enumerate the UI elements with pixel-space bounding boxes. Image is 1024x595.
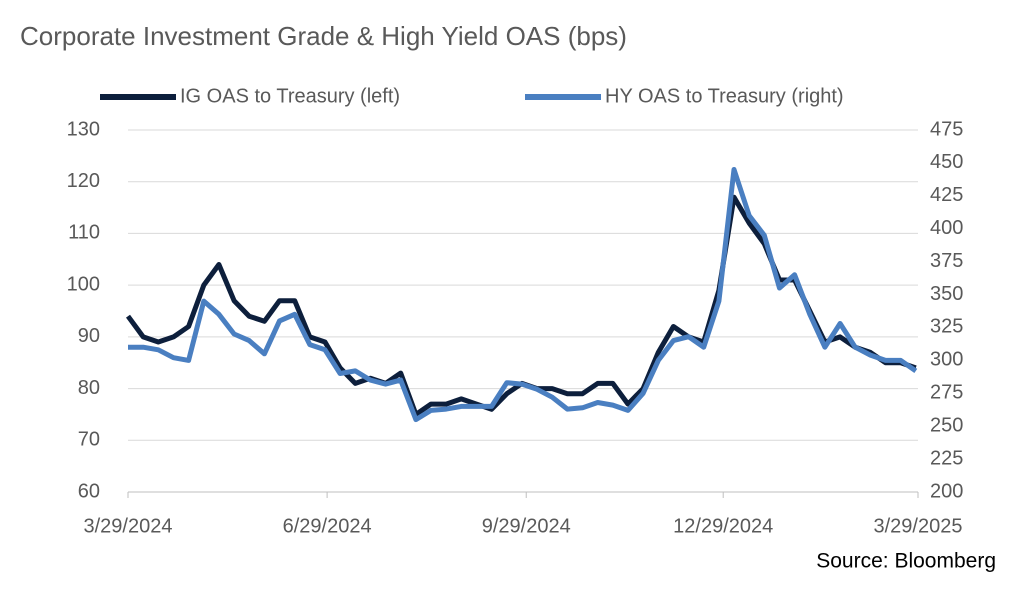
y2-tick-label: 350: [930, 283, 963, 305]
source-note: Source: Bloomberg: [816, 550, 996, 573]
y2-tick-label: 325: [930, 316, 963, 338]
x-tick-label: 12/29/2024: [673, 515, 773, 537]
x-tick-label: 9/29/2024: [482, 515, 571, 537]
y2-tick-label: 425: [930, 184, 963, 206]
chart-title: Corporate Investment Grade & High Yield …: [20, 21, 627, 51]
y-tick-label: 90: [78, 325, 100, 347]
y-tick-label: 120: [67, 170, 100, 192]
y-tick-label: 60: [78, 480, 100, 502]
x-tick-label: 3/29/2025: [874, 515, 963, 537]
y2-tick-label: 450: [930, 151, 963, 173]
y2-tick-label: 400: [930, 217, 963, 239]
y-tick-label: 70: [78, 429, 100, 451]
x-tick-label: 3/29/2024: [84, 515, 173, 537]
y-tick-label: 130: [67, 118, 100, 140]
y-tick-label: 80: [78, 377, 100, 399]
legend-label: IG OAS to Treasury (left): [180, 85, 400, 107]
y2-tick-label: 300: [930, 349, 963, 371]
y-tick-label: 100: [67, 273, 100, 295]
y2-tick-label: 200: [930, 480, 963, 502]
y2-tick-label: 375: [930, 250, 963, 272]
y2-tick-label: 225: [930, 447, 963, 469]
y2-tick-label: 250: [930, 414, 963, 436]
y2-tick-label: 275: [930, 382, 963, 404]
y2-tick-label: 475: [930, 118, 963, 140]
legend-label: HY OAS to Treasury (right): [605, 85, 844, 107]
y-tick-label: 110: [68, 222, 100, 244]
series-line: [128, 167, 918, 423]
x-tick-label: 6/29/2024: [283, 515, 372, 537]
